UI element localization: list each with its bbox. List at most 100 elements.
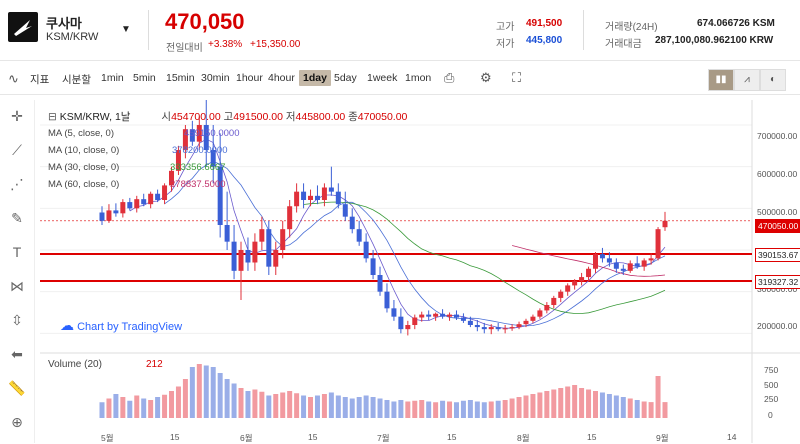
ma5-label: MA (5, close, 0) [48, 128, 114, 139]
volume-bar [321, 394, 327, 418]
gear-icon[interactable]: ⚙ [480, 70, 492, 85]
chevron-down-icon[interactable]: ▼ [121, 24, 131, 35]
camera-icon[interactable]: ⎙ [444, 70, 455, 85]
candle-body [301, 191, 307, 200]
candle-body [537, 310, 543, 317]
close-value-legend: 470050.00 [357, 111, 408, 123]
candle-body [349, 216, 355, 230]
candle-body [419, 314, 425, 318]
volume-bar [335, 395, 341, 418]
volume-bar [551, 389, 557, 418]
text-icon[interactable]: T [12, 244, 22, 260]
coin-pair[interactable]: KSM/KRW [46, 31, 99, 43]
wave-icon[interactable]: ∿ [8, 71, 19, 86]
ma-line [512, 245, 666, 277]
tradingview-link[interactable]: ☁ Chart by TradingView [60, 317, 182, 334]
candle-body [558, 291, 564, 298]
volume-bar [502, 400, 508, 418]
candle-body [523, 320, 529, 325]
candle-body [481, 327, 487, 330]
high-label: 고가 [496, 22, 515, 33]
low-value-legend: 445800.00 [295, 111, 346, 123]
candle-body [182, 129, 188, 150]
fib-icon[interactable]: ⋰ [10, 176, 24, 192]
ma10-label: MA (10, close, 0) [48, 145, 120, 156]
indicator-button[interactable]: 지표 [30, 74, 50, 86]
divider [148, 10, 149, 50]
volume-bar [606, 394, 612, 418]
volume-bar [523, 395, 529, 418]
crosshair-icon[interactable]: ✛ [11, 108, 23, 124]
cloud-icon: ☁ [60, 317, 74, 333]
candle-body [266, 229, 272, 267]
interval-1mon[interactable]: 1mon [405, 72, 432, 84]
volume-bar [356, 397, 362, 418]
fullscreen-icon[interactable]: ⛶ [512, 70, 522, 85]
ma30-label: MA (30, close, 0) [48, 162, 120, 173]
volume-bar [572, 385, 578, 418]
price-chart[interactable] [40, 100, 800, 443]
low-value: 445,800 [526, 35, 563, 46]
interval-1week[interactable]: 1week [367, 72, 398, 84]
back-arrow-icon[interactable]: ⬅ [11, 346, 23, 362]
measure-icon[interactable]: ⇳ [11, 312, 23, 328]
candle-view-icon[interactable]: ▮▮ [708, 69, 734, 91]
depth-view-icon[interactable]: ◐ [760, 69, 786, 91]
volume-bar [412, 400, 418, 418]
volume-bar [106, 398, 112, 418]
drawing-toolbar: ✛ ⟋ ⋰ ✎ T ⋈ ⇳ ⬅ 📏 ⊕ [0, 100, 35, 443]
candle-body [106, 210, 112, 221]
interval-30min[interactable]: 30min [201, 72, 230, 84]
volume-bar [175, 386, 181, 418]
interval-1min[interactable]: 1min [101, 72, 124, 84]
volume-bar [391, 401, 397, 418]
volume-bar [294, 393, 300, 418]
high-value-legend: 491500.00 [233, 111, 283, 123]
candle-body [363, 241, 369, 259]
candle-body [405, 325, 411, 330]
ma10-value: 378200.0000 [172, 145, 228, 156]
chart-legend: ⊟ KSM/KRW, 1날 시454700.00 고491500.00 저445… [48, 109, 407, 124]
volume-bar [349, 398, 355, 418]
candle-body [544, 305, 550, 311]
volume-bar [155, 397, 161, 418]
brush-icon[interactable]: ✎ [11, 210, 23, 226]
ruler-icon[interactable]: 📏 [8, 380, 26, 396]
zoom-icon[interactable]: ⊕ [11, 414, 23, 430]
volume-bar [182, 379, 188, 418]
interval-1hour[interactable]: 1hour [236, 72, 263, 84]
volume-bar [544, 391, 550, 418]
ma60-value: 278837.5000 [170, 179, 226, 190]
volume-bar [586, 389, 592, 418]
candle-body [433, 313, 439, 317]
volume-bar [620, 397, 626, 418]
line1-price-tag: 390153.67 [755, 248, 800, 262]
candle-body [634, 263, 640, 267]
volume-bar [460, 400, 466, 418]
interval-5day[interactable]: 5day [334, 72, 357, 84]
volume-bar [134, 395, 140, 418]
line-view-icon[interactable]: ⩘ [734, 69, 760, 91]
volume-bar [481, 402, 487, 418]
candle-body [217, 166, 223, 225]
high-label-legend: 고 [223, 111, 234, 123]
pattern-icon[interactable]: ⋈ [10, 278, 24, 294]
y-tick: 300000.00 [757, 284, 798, 294]
volume-bar [405, 401, 411, 418]
change-label: 전일대비 [166, 43, 203, 54]
candle-body [516, 324, 522, 328]
interval-4hour[interactable]: 4hour [268, 72, 295, 84]
interval-15min[interactable]: 15min [166, 72, 195, 84]
candle-body [99, 212, 105, 221]
candle-body [335, 191, 341, 205]
timeline-button[interactable]: 시분할 [62, 74, 91, 86]
close-label-legend: 종 [348, 111, 358, 123]
volume-bar [245, 391, 251, 418]
amount24-value: 287,100,080.962100 KRW [655, 35, 774, 46]
candle-body [127, 202, 133, 209]
legend-symbol: KSM/KRW, 1날 [59, 111, 131, 123]
trendline-icon[interactable]: ⟋ [12, 142, 22, 158]
interval-1day[interactable]: 1day [299, 70, 331, 86]
interval-5min[interactable]: 5min [133, 72, 156, 84]
collapse-icon[interactable]: ⊟ [48, 111, 57, 123]
